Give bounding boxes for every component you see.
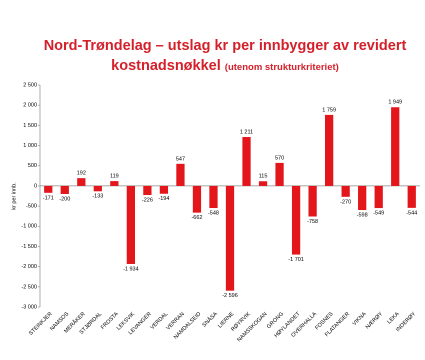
data-label: -1 934 (123, 266, 139, 272)
y-axis-label: kr per innb. (11, 182, 17, 210)
data-label: 570 (275, 155, 284, 161)
y-tick-label: 1 500 (23, 123, 37, 129)
x-tick-label: STEINKJER (28, 311, 54, 337)
y-tick-label: -2 000 (21, 264, 37, 270)
x-tick-label: NAMSSKOGAN (236, 311, 268, 343)
bar (77, 178, 86, 186)
data-label: -194 (158, 196, 169, 202)
y-tick-label: 0 (34, 183, 37, 189)
bar (110, 181, 119, 186)
data-label: -662 (191, 215, 202, 221)
data-label: -1 701 (288, 257, 304, 263)
bar (93, 185, 102, 192)
bar (325, 114, 334, 186)
data-label: -544 (406, 210, 417, 216)
bar (44, 185, 53, 193)
bar (143, 185, 152, 196)
bar (209, 185, 218, 209)
bar (258, 181, 268, 186)
bar (126, 185, 135, 264)
data-label: -270 (340, 199, 351, 205)
y-tick-label: -1 000 (21, 224, 37, 230)
bar (176, 163, 185, 186)
bar (159, 185, 169, 194)
x-tick-label: LEKA (386, 311, 400, 325)
bar (60, 185, 69, 194)
data-label: 192 (77, 171, 86, 177)
bar (308, 185, 317, 217)
data-label: -758 (307, 219, 318, 225)
bar (341, 185, 350, 197)
data-label: -2 596 (222, 293, 238, 299)
y-tick-label: -2 500 (21, 284, 37, 290)
data-label: -133 (92, 194, 103, 200)
data-label: 115 (259, 174, 268, 180)
data-label: -226 (142, 197, 153, 203)
bar (374, 185, 383, 209)
data-label: -598 (357, 212, 368, 218)
data-label: -549 (373, 211, 384, 217)
chart-subtitle: (utenom strukturkriteriet) (224, 62, 339, 73)
y-tick-label: -1 500 (21, 244, 37, 250)
y-tick-label: 1 000 (23, 143, 37, 149)
data-label: 119 (110, 174, 119, 180)
bar (291, 185, 301, 255)
data-label: 1 759 (322, 107, 336, 113)
x-tick-label: NÆRØY (365, 311, 385, 331)
data-label: 547 (176, 156, 185, 162)
bar (242, 137, 251, 186)
y-tick-label: -3 000 (21, 304, 37, 310)
data-label: 1 949 (388, 100, 402, 106)
data-label: -171 (43, 195, 54, 201)
y-tick-label: 500 (28, 163, 37, 169)
chart-title-block: Nord-Trøndelag – utslag kr per innbygger… (40, 36, 410, 78)
bar (407, 185, 416, 208)
data-label: 1 211 (240, 129, 253, 135)
y-tick-label: 2 500 (23, 82, 37, 88)
bar (192, 185, 202, 213)
data-label: -200 (59, 196, 70, 202)
bar (358, 185, 367, 211)
y-tick-label: 2 000 (23, 103, 37, 109)
data-label: -548 (208, 210, 219, 216)
chart-title: Nord-Trøndelag – utslag kr per innbygger… (43, 38, 407, 74)
bar (275, 162, 284, 186)
y-tick-label: -500 (26, 204, 37, 210)
bar (225, 185, 235, 291)
bar (391, 107, 400, 186)
